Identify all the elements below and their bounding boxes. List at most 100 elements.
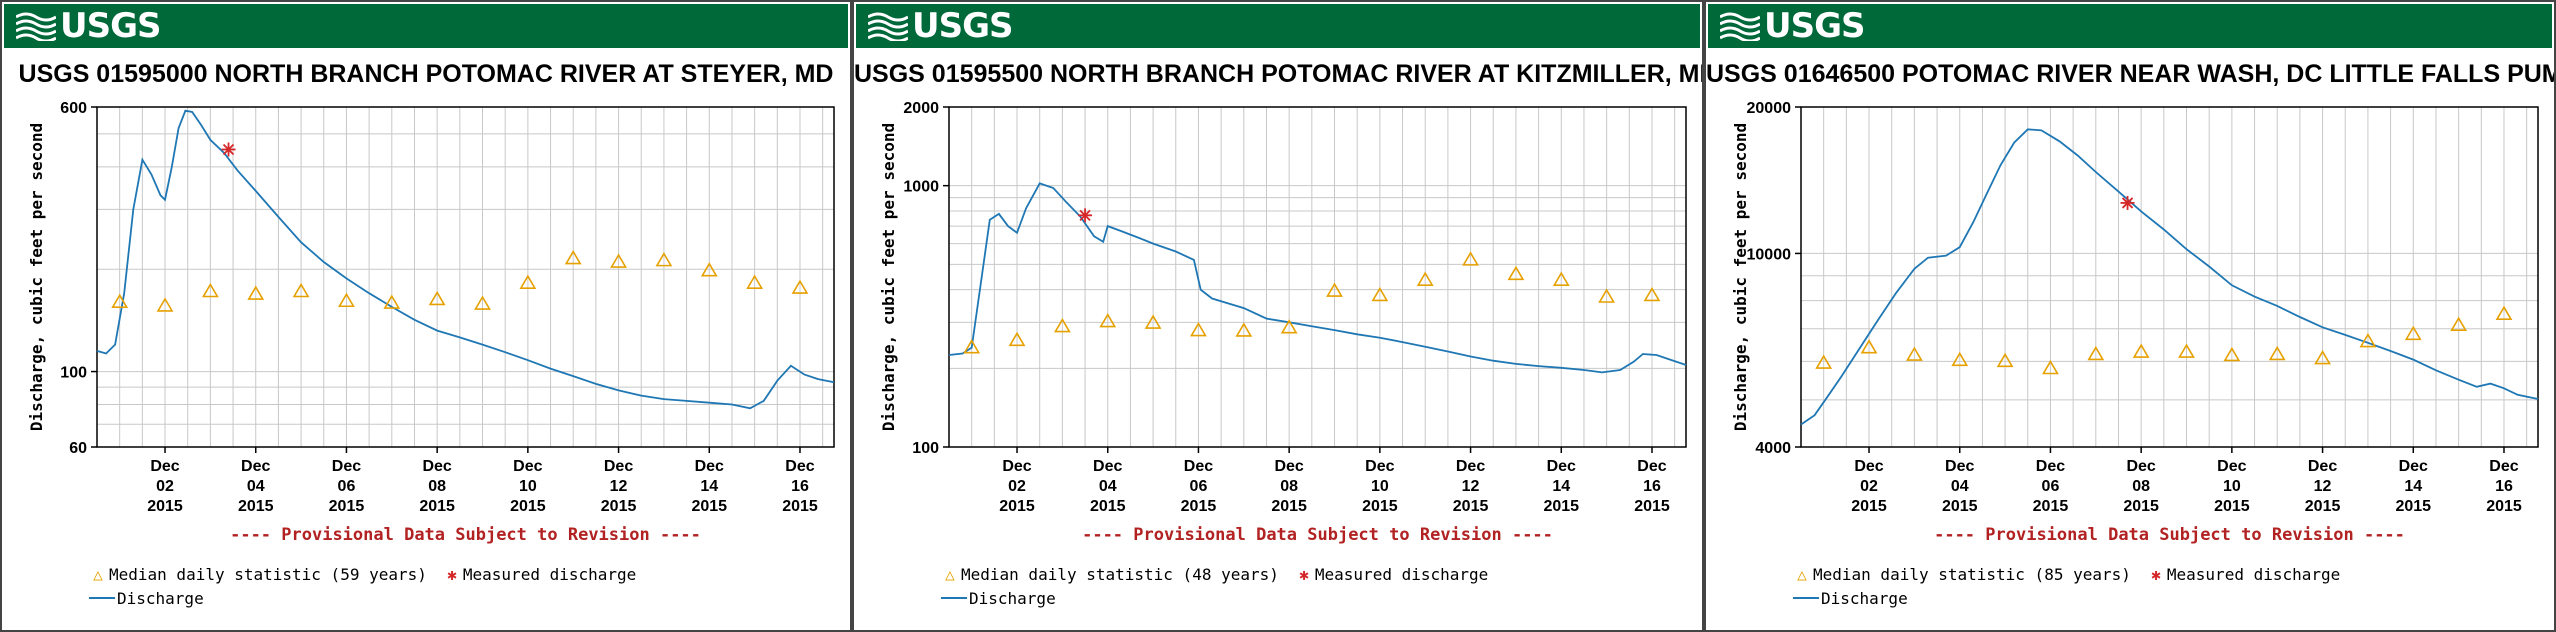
measured-legend-icon: ✱ <box>2151 564 2161 584</box>
plot-frame <box>96 106 835 448</box>
median-marker <box>1951 351 1969 367</box>
x-tick-label: Dec <box>1002 458 1031 475</box>
measured-legend-label: Measured discharge <box>462 564 637 584</box>
median-marker <box>1280 319 1298 334</box>
hydrograph-panel: USGS USGS 01595000 NORTH BRANCH POTOMAC R… <box>0 0 852 632</box>
median-marker <box>2132 343 2150 358</box>
x-tick-label: Dec <box>2489 458 2518 475</box>
median-marker <box>1552 271 1570 286</box>
x-tick-label: 16 <box>1643 478 1661 495</box>
median-legend-icon: △ <box>945 564 955 584</box>
x-tick-label: Dec <box>2399 458 2428 475</box>
x-tick-label: Dec <box>2036 458 2065 475</box>
median-marker <box>156 297 174 312</box>
x-tick-label: 08 <box>1280 478 1298 495</box>
median-marker <box>338 292 355 308</box>
x-tick-label: 2015 <box>1453 498 1489 515</box>
usgs-banner: USGS <box>1708 4 2552 48</box>
provisional-note: ---- Provisional Data Subject to Revisio… <box>1934 525 2405 545</box>
y-axis-label: Discharge, cubic feet per second <box>1731 123 1750 431</box>
x-tick-label: 2015 <box>2305 498 2341 515</box>
hydrograph-plot: 4000 10000 20000 Discharge, cubic feet per … <box>1731 100 2539 545</box>
x-tick-label: 2015 <box>329 498 365 515</box>
median-marker <box>111 293 129 308</box>
median-legend-icon: △ <box>93 564 103 584</box>
median-marker <box>2314 349 2331 365</box>
median-marker <box>564 249 582 265</box>
x-tick-label: 14 <box>1552 478 1570 495</box>
x-tick-label: Dec <box>513 458 542 475</box>
x-tick-label: 2015 <box>238 498 274 515</box>
provisional-note: ---- Provisional Data Subject to Revisio… <box>1082 525 1553 545</box>
measured-discharge-marker <box>221 142 236 157</box>
x-tick-label: Dec <box>1854 458 1883 475</box>
discharge-legend-icon <box>89 597 115 599</box>
median-marker <box>201 282 219 298</box>
median-marker <box>791 279 809 294</box>
usgs-banner: USGS <box>856 4 1700 48</box>
x-tick-label: 14 <box>2404 478 2422 495</box>
x-tick-label: Dec <box>785 458 814 475</box>
usgs-logo-icon <box>16 12 56 41</box>
hydrograph-plot: 100 1000 2000 Discharge, cubic feet per sec… <box>879 100 1687 545</box>
x-tick-label: Dec <box>1945 458 1974 475</box>
x-tick-label: 02 <box>1008 478 1026 495</box>
median-marker <box>1996 352 2014 368</box>
y-tick-label: 60 <box>69 440 87 457</box>
median-marker <box>519 274 537 289</box>
plot-frame <box>1800 106 2539 448</box>
x-tick-label: 2015 <box>1090 498 1126 515</box>
discharge-legend-label: Discharge <box>969 588 1056 608</box>
x-tick-label: Dec <box>241 458 270 475</box>
x-tick-label: 2015 <box>147 498 183 515</box>
x-tick-label: 02 <box>1860 478 1878 495</box>
x-tick-label: 06 <box>2042 478 2060 495</box>
x-tick-label: Dec <box>2308 458 2337 475</box>
x-tick-label: 2015 <box>510 498 546 515</box>
median-marker <box>1326 282 1343 297</box>
usgs-logo-icon <box>868 12 908 41</box>
hydrograph-panel: USGS USGS 01646500 POTOMAC RIVER NEAR WAS… <box>1704 0 2556 632</box>
x-tick-label: 12 <box>610 478 628 495</box>
chart-legend: △ Median daily statistic (48 years) ✱ Mea… <box>939 562 1488 610</box>
median-marker <box>474 295 491 310</box>
median-marker <box>2223 346 2241 362</box>
discharge-line <box>1800 128 2539 426</box>
median-marker <box>700 262 718 277</box>
median-marker <box>2178 343 2195 358</box>
x-tick-label: 2015 <box>2395 498 2431 515</box>
x-tick-label: 14 <box>700 478 718 495</box>
x-tick-label: Dec <box>1637 458 1666 475</box>
x-tick-label: 10 <box>1371 478 1389 495</box>
x-tick-label: Dec <box>1547 458 1576 475</box>
measured-discharge-marker <box>1078 208 1093 223</box>
x-tick-label: 2015 <box>2033 498 2069 515</box>
x-tick-label: 04 <box>247 478 265 495</box>
median-legend-label: Median daily statistic (59 years) <box>109 564 427 584</box>
x-tick-label: Dec <box>604 458 633 475</box>
x-tick-label: Dec <box>2126 458 2155 475</box>
median-marker <box>2087 345 2105 361</box>
median-marker <box>292 282 310 298</box>
x-tick-label: 02 <box>156 478 174 495</box>
y-tick-label: 2000 <box>903 100 939 117</box>
y-tick-label: 4000 <box>1755 440 1791 457</box>
y-tick-label: 100 <box>60 365 87 382</box>
median-marker <box>655 252 673 267</box>
x-tick-label: 2015 <box>419 498 455 515</box>
median-marker <box>1053 317 1071 333</box>
x-tick-label: 2015 <box>2123 498 2159 515</box>
measured-legend-icon: ✱ <box>447 564 457 584</box>
median-marker <box>1905 346 1923 361</box>
x-tick-label: Dec <box>332 458 361 475</box>
discharge-legend-icon <box>941 597 967 599</box>
x-tick-label: 16 <box>2495 478 2513 495</box>
x-tick-label: Dec <box>1456 458 1485 475</box>
discharge-legend-label: Discharge <box>1821 588 1908 608</box>
discharge-line <box>96 109 835 410</box>
usgs-banner: USGS <box>4 4 848 48</box>
x-tick-label: 2015 <box>601 498 637 515</box>
provisional-note: ---- Provisional Data Subject to Revisio… <box>230 525 701 545</box>
chart-legend: △ Median daily statistic (85 years) ✱ Mea… <box>1791 562 2340 610</box>
chart-title: USGS 01646500 POTOMAC RIVER NEAR WASH, D… <box>1706 60 2556 88</box>
